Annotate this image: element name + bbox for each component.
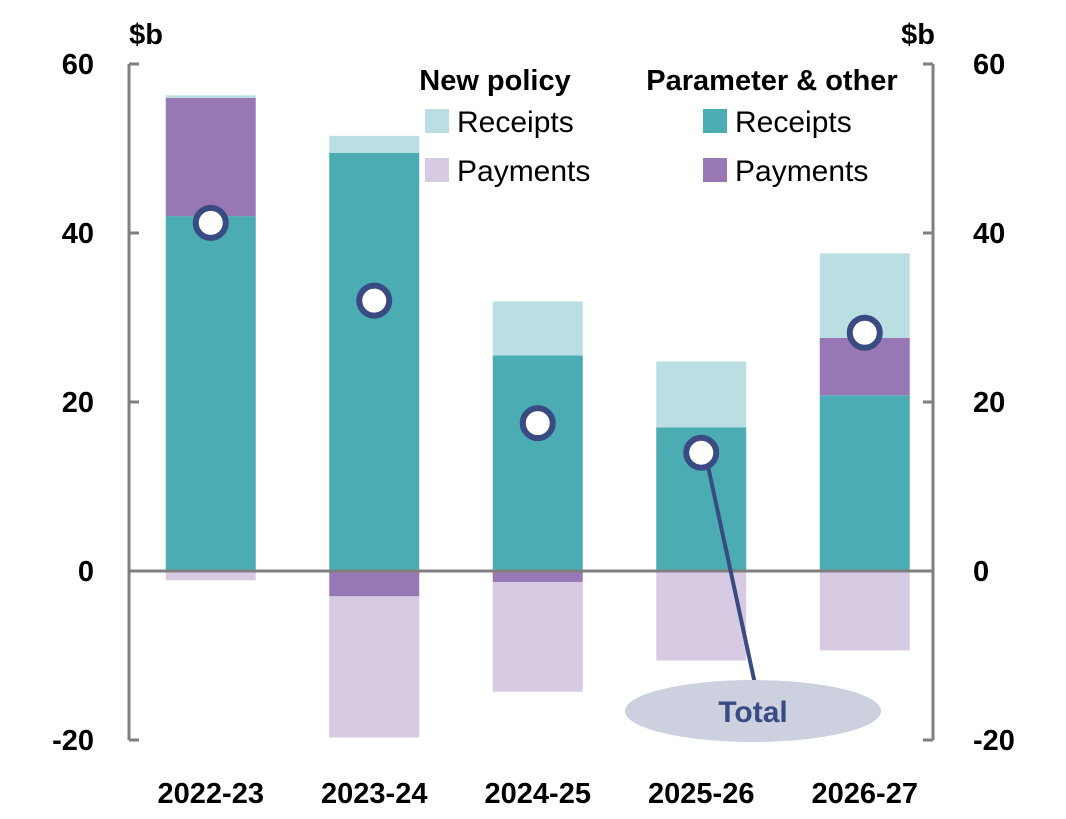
y-tick-label-right-40: 40	[973, 218, 1005, 250]
bar-new-policy-receipts-2022-23	[165, 95, 256, 98]
x-tick-label-2026-27: 2026-27	[812, 778, 918, 810]
legend-label-new-policy-receipts: Receipts	[457, 106, 574, 139]
y-unit-right: $b	[901, 19, 935, 51]
bar-new-policy-receipts-2025-26	[656, 361, 747, 428]
legend-swatch-parameter-receipts	[703, 109, 727, 133]
total-marker-2024-25	[519, 405, 556, 442]
bar-parameter-other-receipts-2022-23	[165, 216, 256, 571]
markers-layer	[192, 204, 883, 471]
y-tick-label-left--20: -20	[52, 725, 94, 757]
y-tick-label-right-20: 20	[973, 387, 1005, 419]
bar-new-policy-payments-2026-27	[819, 571, 910, 651]
total-marker-2023-24	[356, 282, 393, 319]
y-tick-label-left-60: 60	[62, 49, 94, 81]
bar-new-policy-receipts-2023-24	[329, 135, 420, 153]
annotation-layer: Total	[625, 462, 881, 742]
bars-layer	[165, 95, 910, 738]
legend: New policy Parameter & other Receipts Pa…	[419, 65, 897, 188]
x-tick-label-2023-24: 2023-24	[321, 778, 427, 810]
annotation-leader-line	[705, 462, 757, 685]
bar-new-policy-payments-2023-24	[329, 596, 420, 738]
bar-new-policy-payments-2024-25	[492, 581, 583, 692]
x-tick-label-2024-25: 2024-25	[485, 778, 591, 810]
total-marker-2022-23	[192, 204, 229, 241]
legend-swatch-parameter-payments	[703, 158, 727, 182]
annotation-label: Total	[718, 696, 787, 729]
axes-layer: 60 60 40 40 20 20 0 0 -20 -20 2022-23 2023-24 2024-2…	[52, 49, 1015, 810]
y-tick-label-right-0: 0	[973, 556, 989, 588]
legend-swatch-new-policy-payments	[425, 158, 449, 182]
legend-swatch-new-policy-receipts	[425, 109, 449, 133]
legend-label-parameter-payments: Payments	[735, 155, 868, 188]
y-tick-label-right--20: -20	[973, 725, 1015, 757]
legend-label-new-policy-payments: Payments	[457, 155, 590, 188]
annotation-bubble	[625, 680, 881, 742]
bar-parameter-other-receipts-2023-24	[329, 152, 420, 571]
y-tick-label-left-0: 0	[78, 556, 94, 588]
bar-new-policy-receipts-2024-25	[492, 301, 583, 356]
total-marker-2026-27	[846, 314, 883, 351]
total-marker-2025-26	[683, 434, 720, 471]
legend-group-parameter-other: Parameter & other	[646, 65, 897, 97]
bar-parameter-other-payments-2024-25	[492, 571, 583, 582]
y-tick-label-left-20: 20	[62, 387, 94, 419]
bar-parameter-other-payments-2023-24	[329, 571, 420, 597]
x-tick-label-2022-23: 2022-23	[158, 778, 264, 810]
bar-parameter-other-receipts-2024-25	[492, 355, 583, 571]
bar-parameter-other-receipts-2026-27	[819, 395, 910, 571]
bar-new-policy-payments-2022-23	[165, 571, 256, 581]
bar-new-policy-payments-2025-26	[656, 571, 747, 661]
x-tick-label-2025-26: 2025-26	[648, 778, 754, 810]
legend-group-new-policy: New policy	[419, 65, 571, 97]
bar-parameter-other-payments-2022-23	[165, 97, 256, 217]
y-tick-label-left-40: 40	[62, 218, 94, 250]
legend-label-parameter-receipts: Receipts	[735, 106, 852, 139]
y-tick-label-right-60: 60	[973, 49, 1005, 81]
y-unit-left: $b	[129, 19, 163, 51]
